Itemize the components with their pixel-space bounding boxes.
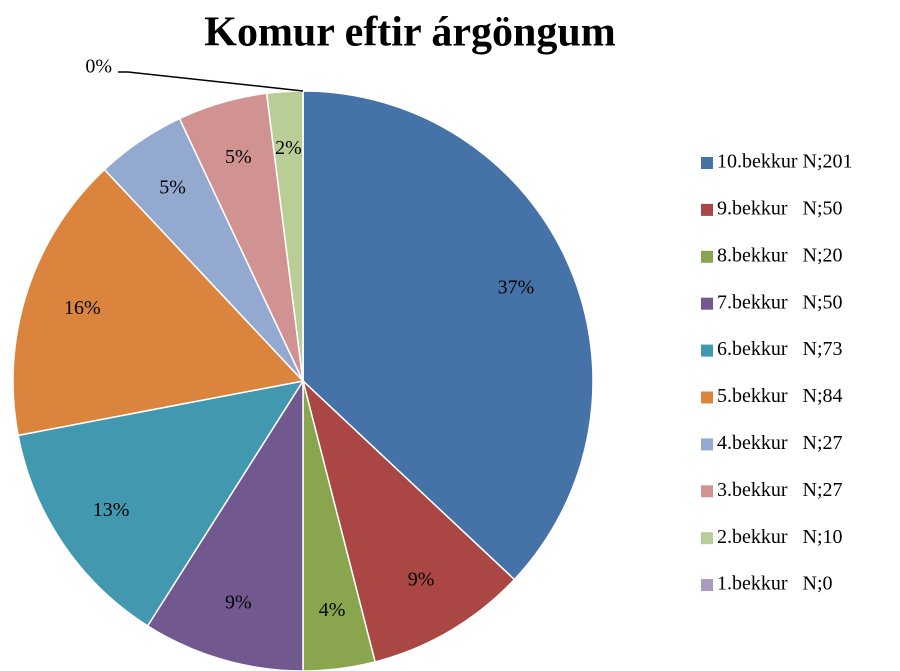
pie-slice: [302, 90, 594, 581]
pie-slice: [301, 378, 516, 663]
data-label: 9%: [408, 568, 435, 590]
legend-label: 4.bekkur N;27: [717, 432, 843, 454]
legend-label: 6.bekkur N;73: [717, 338, 843, 360]
legend-swatch: [701, 250, 713, 263]
legend-label: 10.bekkur N;201: [717, 151, 853, 173]
legend-label: 7.bekkur N;50: [717, 291, 843, 313]
legend-swatch: [701, 391, 713, 404]
legend-swatch: [701, 532, 713, 545]
data-label: 0%: [85, 56, 112, 78]
data-label: 9%: [225, 591, 252, 613]
legend-swatch: [701, 438, 713, 451]
legend-swatch: [701, 203, 713, 216]
leader-line: [118, 71, 304, 92]
legend-swatch: [701, 579, 713, 592]
data-label: 5%: [159, 177, 186, 199]
data-label: 4%: [319, 599, 346, 621]
legend-label: 2.bekkur N;10: [717, 526, 843, 548]
legend-label: 5.bekkur N;84: [717, 385, 843, 407]
legend-label: 8.bekkur N;20: [717, 244, 843, 266]
legend-swatch: [701, 344, 713, 357]
data-label: 13%: [93, 499, 130, 521]
pie-slice: [12, 168, 305, 437]
data-label: 5%: [225, 146, 252, 168]
legend-swatch: [701, 157, 713, 169]
legend-swatch: [701, 297, 713, 310]
legend-label: 3.bekkur N;27: [717, 479, 843, 501]
legend-label: 1.bekkur N;0: [717, 573, 833, 595]
data-label: 2%: [275, 137, 302, 159]
data-label: 37%: [498, 276, 535, 298]
pie-slice: [17, 379, 305, 627]
legend-label: 9.bekkur N;50: [717, 197, 843, 219]
legend-swatch: [701, 485, 713, 498]
data-label: 16%: [64, 297, 101, 319]
chart-title: Komur eftir árgöngum: [204, 10, 615, 56]
